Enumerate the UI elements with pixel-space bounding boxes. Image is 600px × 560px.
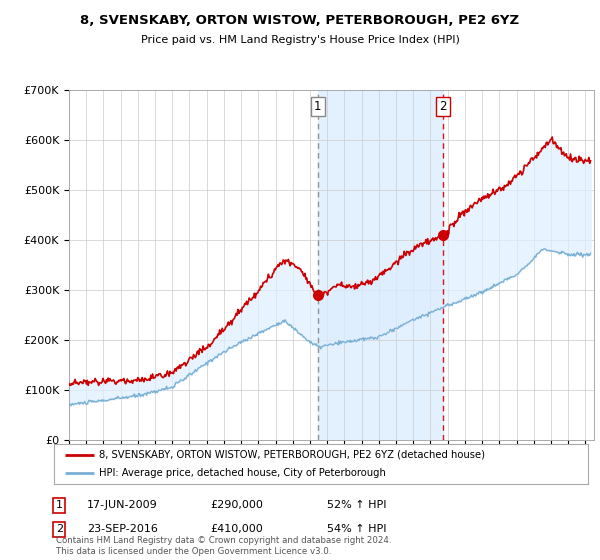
Text: 1: 1 [314,100,322,113]
Text: 2: 2 [56,524,63,534]
Text: 17-JUN-2009: 17-JUN-2009 [87,500,158,510]
Text: 8, SVENSKABY, ORTON WISTOW, PETERBOROUGH, PE2 6YZ: 8, SVENSKABY, ORTON WISTOW, PETERBOROUGH… [80,14,520,27]
Text: 54% ↑ HPI: 54% ↑ HPI [327,524,386,534]
Text: HPI: Average price, detached house, City of Peterborough: HPI: Average price, detached house, City… [100,468,386,478]
Text: Price paid vs. HM Land Registry's House Price Index (HPI): Price paid vs. HM Land Registry's House … [140,35,460,45]
Text: £410,000: £410,000 [210,524,263,534]
Text: 23-SEP-2016: 23-SEP-2016 [87,524,158,534]
Text: 52% ↑ HPI: 52% ↑ HPI [327,500,386,510]
Text: Contains HM Land Registry data © Crown copyright and database right 2024.
This d: Contains HM Land Registry data © Crown c… [56,536,391,556]
Text: £290,000: £290,000 [210,500,263,510]
Text: 1: 1 [56,500,63,510]
Text: 8, SVENSKABY, ORTON WISTOW, PETERBOROUGH, PE2 6YZ (detached house): 8, SVENSKABY, ORTON WISTOW, PETERBOROUGH… [100,450,485,460]
Text: 2: 2 [439,100,447,113]
